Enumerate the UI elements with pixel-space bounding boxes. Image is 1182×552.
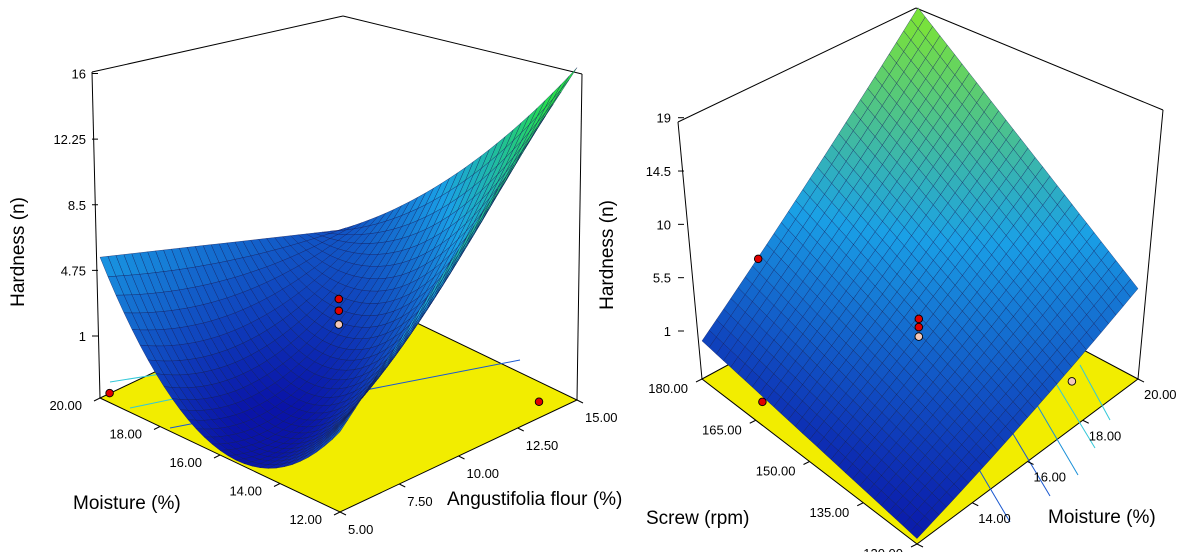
tick-label: 14.00 <box>229 484 262 499</box>
design-point <box>753 254 763 264</box>
tick-label: 18.00 <box>109 427 142 442</box>
tick-label: 135.00 <box>809 505 849 520</box>
design-point <box>334 306 344 316</box>
design-point <box>105 388 114 398</box>
design-point <box>1067 377 1077 386</box>
tick-label: 165.00 <box>702 422 742 437</box>
frame-left <box>91 15 583 401</box>
surface-right <box>701 7 1139 539</box>
tick-mark <box>1137 378 1145 383</box>
tick-label: 7.50 <box>407 494 432 509</box>
tick-mark <box>93 397 101 402</box>
ticks-left: 1 4.75 8.5 12.25 16 20.00 18.00 16.00 14.00 12.00… <box>49 67 617 538</box>
y-axis-title-right: Moisture (%) <box>1048 507 1156 528</box>
tick-label: 20.00 <box>49 398 82 413</box>
design-point <box>534 397 544 406</box>
tick-label: 14.00 <box>978 511 1011 526</box>
plot-left: 1 4.75 8.5 12.25 16 20.00 18.00 16.00 14.00 12.00… <box>8 15 622 538</box>
x-axis-title-left: Moisture (%) <box>73 493 181 514</box>
surface-cell <box>909 523 925 539</box>
design-point <box>914 332 924 341</box>
tick-mark <box>339 511 347 516</box>
tick-mark <box>749 419 756 424</box>
tick-label: 1 <box>79 329 86 344</box>
tick-mark <box>1082 419 1089 424</box>
design-point <box>334 320 344 329</box>
tick-label: 5.00 <box>348 522 373 537</box>
z-axis-title-left: Hardness (n) <box>8 197 29 307</box>
tick-mark <box>458 455 465 460</box>
design-point <box>758 397 767 407</box>
tick-mark <box>517 427 524 432</box>
tick-label: 14.5 <box>646 164 671 179</box>
tick-label: 10.00 <box>467 466 500 481</box>
tick-label: 16.00 <box>169 455 202 470</box>
tick-label: 5.5 <box>653 271 671 286</box>
design-point <box>914 322 924 332</box>
plot-right: 1 5.5 10 14.5 19 180.00 165.00 150.00 135.00 120.… <box>597 7 1177 552</box>
tick-label: 18.00 <box>1089 428 1122 443</box>
y-axis-title-left: Angustifolia flour (%) <box>447 489 622 510</box>
tick-label: 4.75 <box>61 263 86 278</box>
tick-mark <box>695 378 703 383</box>
tick-label: 150.00 <box>756 464 796 479</box>
tick-mark <box>399 483 406 488</box>
z-axis-title-right: Hardness (n) <box>597 200 618 310</box>
ticks-right: 1 5.5 10 14.5 19 180.00 165.00 150.00 135.00 120.… <box>646 111 1177 552</box>
design-point <box>334 294 344 304</box>
tick-mark <box>857 502 864 507</box>
tick-mark <box>576 399 584 404</box>
surface-cell <box>553 76 570 99</box>
tick-mark <box>213 454 221 459</box>
tick-mark <box>1027 461 1034 465</box>
tick-mark <box>273 483 281 487</box>
floor-contour-right-5 <box>1079 364 1111 421</box>
tick-mark <box>910 543 918 548</box>
tick-label: 120.00 <box>863 546 903 552</box>
tick-label: 1 <box>664 324 671 339</box>
tick-label: 16.00 <box>1034 470 1067 485</box>
tick-label: 10 <box>657 217 671 232</box>
tick-label: 19 <box>657 111 671 126</box>
tick-mark <box>972 502 979 507</box>
tick-label: 12.50 <box>526 438 559 453</box>
tick-mark <box>333 511 341 516</box>
design-points-right <box>753 254 1077 407</box>
tick-label: 12.00 <box>289 512 322 527</box>
tick-mark <box>153 426 161 430</box>
floor-contour-right-4 <box>1051 376 1096 449</box>
x-axis-title-right: Screw (rpm) <box>646 508 749 529</box>
surface-cell <box>331 419 349 440</box>
design-point <box>914 314 924 324</box>
tick-label: 20.00 <box>1144 387 1177 402</box>
design-points-left <box>105 294 544 406</box>
tick-label: 15.00 <box>585 410 618 425</box>
frame-right <box>677 7 1164 380</box>
tick-label: 180.00 <box>648 381 688 396</box>
tick-label: 16 <box>72 67 86 82</box>
surface-left <box>99 67 578 469</box>
tick-label: 8.5 <box>68 198 86 213</box>
tick-mark <box>803 461 810 465</box>
tick-label: 12.25 <box>53 132 86 147</box>
floor-contour-right-3 <box>1029 392 1079 476</box>
tick-mark <box>916 543 924 548</box>
